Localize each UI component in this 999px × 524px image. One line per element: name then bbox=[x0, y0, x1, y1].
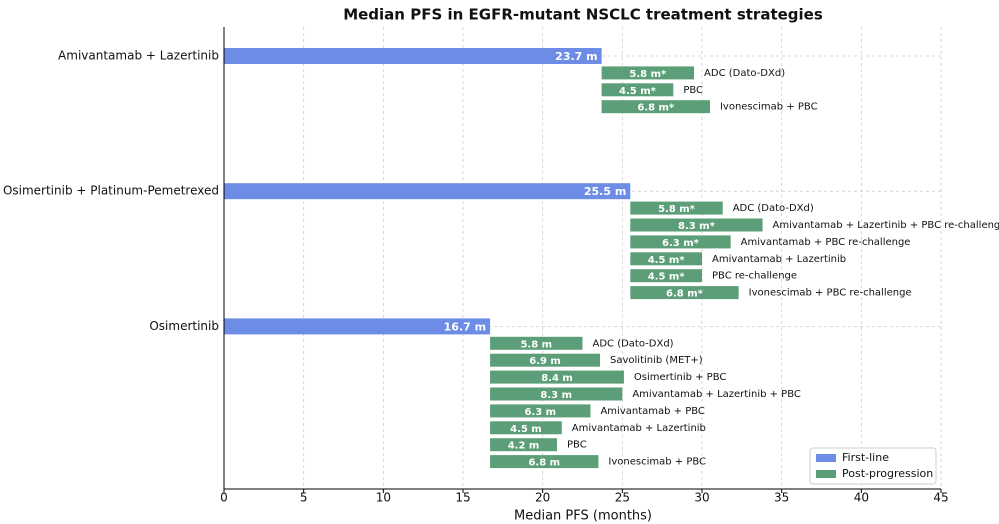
x-tick-label: 45 bbox=[933, 491, 948, 505]
value-label: 5.8 m* bbox=[658, 204, 696, 215]
x-tick-label: 20 bbox=[535, 491, 550, 505]
post-label: PBC bbox=[683, 85, 703, 96]
category-label: Amivantamab + Lazertinib bbox=[58, 49, 219, 63]
category-label: Osimertinib bbox=[149, 319, 219, 333]
bar bbox=[601, 83, 674, 97]
post-label: Amivantamab + Lazertinib bbox=[572, 423, 706, 434]
post-label: Amivantamab + Lazertinib + PBC bbox=[632, 389, 801, 400]
bar bbox=[490, 353, 601, 367]
value-label: 4.5 m* bbox=[648, 272, 686, 283]
x-tick-label: 10 bbox=[376, 491, 391, 505]
x-axis-label: Median PFS (months) bbox=[514, 509, 652, 524]
legend-swatch bbox=[816, 470, 836, 478]
post-label: Amivantamab + PBC re-challenge bbox=[741, 237, 911, 248]
bar bbox=[630, 286, 739, 300]
post-label: Amivantamab + Lazertinib bbox=[712, 254, 846, 265]
bar bbox=[630, 269, 702, 283]
post-label: PBC bbox=[567, 440, 587, 451]
value-label: 4.5 m bbox=[510, 424, 542, 435]
value-label: 16.7 m bbox=[444, 320, 486, 333]
value-label: 25.5 m bbox=[584, 185, 626, 198]
legend-label: First-line bbox=[842, 451, 889, 464]
bar bbox=[224, 318, 491, 335]
value-label: 6.3 m bbox=[524, 407, 556, 418]
legend-box bbox=[809, 447, 937, 485]
bar bbox=[490, 421, 562, 435]
bar bbox=[601, 66, 695, 80]
bar bbox=[490, 455, 599, 469]
x-tick-label: 40 bbox=[854, 491, 869, 505]
x-tick-label: 25 bbox=[615, 491, 630, 505]
bar bbox=[490, 387, 623, 401]
category-label: Osimertinib + Platinum-Pemetrexed bbox=[3, 184, 219, 198]
bar bbox=[490, 370, 624, 384]
bar bbox=[630, 252, 702, 266]
bar bbox=[490, 404, 591, 418]
post-label: ADC (Dato-DXd) bbox=[733, 203, 814, 214]
bar bbox=[490, 438, 558, 452]
x-tick-label: 0 bbox=[220, 491, 228, 505]
value-label: 6.3 m* bbox=[662, 238, 700, 249]
bar bbox=[224, 183, 631, 200]
x-tick-label: 30 bbox=[694, 491, 709, 505]
bar bbox=[601, 100, 710, 114]
value-label: 4.2 m bbox=[508, 441, 540, 452]
post-label: Ivonescimab + PBC re-challenge bbox=[749, 288, 912, 299]
value-label: 6.8 m* bbox=[666, 289, 704, 300]
bar bbox=[224, 48, 602, 64]
post-label: ADC (Dato-DXd) bbox=[704, 68, 785, 79]
bar bbox=[630, 235, 731, 249]
value-label: 4.5 m* bbox=[619, 86, 657, 97]
x-tick-label: 15 bbox=[455, 491, 470, 505]
bar bbox=[630, 201, 723, 215]
value-label: 5.8 m bbox=[520, 339, 552, 350]
bar bbox=[630, 218, 763, 232]
post-label: Ivonescimab + PBC bbox=[720, 102, 818, 113]
value-label: 6.9 m bbox=[529, 356, 561, 367]
value-label: 23.7 m bbox=[555, 50, 597, 63]
post-label: Savolitinib (MET+) bbox=[610, 355, 703, 366]
value-label: 6.8 m* bbox=[637, 103, 675, 114]
chart-title: Median PFS in EGFR-mutant NSCLC treatmen… bbox=[343, 6, 823, 24]
value-label: 5.8 m* bbox=[629, 69, 667, 80]
value-label: 4.5 m* bbox=[648, 255, 686, 266]
post-label: Ivonescimab + PBC bbox=[608, 457, 706, 468]
post-label: Osimertinib + PBC bbox=[634, 372, 726, 383]
post-label: Amivantamab + Lazertinib + PBC re-challe… bbox=[773, 220, 999, 231]
value-label: 8.3 m bbox=[540, 390, 572, 401]
post-label: PBC re-challenge bbox=[712, 271, 797, 282]
post-label: ADC (Dato-DXd) bbox=[593, 338, 674, 349]
legend-label: Post-progression bbox=[842, 467, 933, 480]
x-tick-label: 5 bbox=[300, 491, 308, 505]
legend-swatch bbox=[816, 454, 836, 462]
bar bbox=[490, 336, 583, 350]
value-label: 8.3 m* bbox=[678, 221, 716, 232]
x-tick-label: 35 bbox=[774, 491, 789, 505]
value-label: 6.8 m bbox=[528, 458, 560, 469]
post-label: Amivantamab + PBC bbox=[600, 406, 704, 417]
value-label: 8.4 m bbox=[541, 373, 573, 384]
